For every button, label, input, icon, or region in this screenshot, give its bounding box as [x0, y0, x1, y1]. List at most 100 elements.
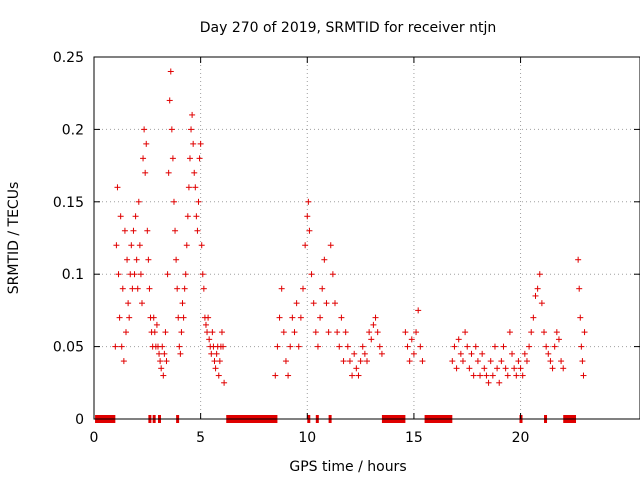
data-point: [185, 184, 192, 191]
data-point: [417, 343, 424, 350]
data-point: [173, 256, 180, 263]
data-point: [291, 329, 298, 336]
data-point: [138, 300, 145, 307]
data-point: [195, 198, 202, 205]
y-tick-label: 0.15: [53, 195, 84, 211]
data-point: [519, 372, 526, 379]
data-point: [541, 329, 548, 336]
data-point: [368, 336, 375, 343]
data-point: [372, 314, 379, 321]
y-tick-label: 0.05: [53, 340, 84, 356]
data-point: [500, 343, 507, 350]
data-point: [323, 300, 330, 307]
data-point: [209, 329, 216, 336]
data-point: [116, 314, 123, 321]
data-point: [521, 350, 528, 357]
data-point: [119, 285, 126, 292]
data-point: [200, 285, 207, 292]
data-point: [186, 155, 193, 162]
data-point: [462, 329, 469, 336]
data-point: [179, 300, 186, 307]
data-point: [312, 329, 319, 336]
data-point: [364, 358, 370, 365]
data-point: [199, 271, 206, 278]
data-point: [297, 314, 304, 321]
data-point: [545, 350, 552, 357]
data-point: [530, 314, 537, 321]
data-point: [120, 358, 127, 365]
x-tick-label: 5: [196, 430, 205, 446]
plot-frame: [93, 56, 640, 420]
data-point: [169, 155, 176, 162]
data-point: [305, 198, 312, 205]
data-point: [130, 227, 137, 234]
data-point: [325, 329, 332, 336]
data-point: [158, 365, 165, 372]
data-point: [282, 358, 289, 365]
data-point: [206, 336, 213, 343]
data-point: [453, 365, 460, 372]
data-point: [558, 358, 565, 365]
data-point: [136, 242, 143, 249]
data-point: [419, 358, 426, 365]
data-point: [528, 329, 535, 336]
y-tick-label: 0.2: [62, 122, 84, 138]
data-point: [157, 358, 164, 365]
data-point: [181, 285, 188, 292]
data-point: [415, 307, 422, 314]
data-point: [317, 314, 324, 321]
x-tick-label: 15: [405, 430, 423, 446]
data-point: [144, 227, 151, 234]
data-point: [113, 242, 120, 249]
data-point: [378, 350, 385, 357]
data-point: [193, 213, 200, 220]
data-point: [117, 213, 124, 220]
data-point: [121, 227, 128, 234]
data-point: [177, 350, 184, 357]
data-point: [466, 365, 473, 372]
data-point: [346, 358, 353, 365]
x-tick-label: 10: [298, 430, 316, 446]
data-point: [118, 343, 125, 350]
points-layer: [112, 68, 588, 386]
data-point: [276, 314, 283, 321]
data-point: [509, 350, 516, 357]
data-point: [114, 184, 121, 191]
data-point: [340, 358, 347, 365]
data-point: [156, 350, 163, 357]
data-point: [551, 343, 558, 350]
grid-layer: [94, 57, 640, 419]
data-point: [472, 343, 479, 350]
data-point: [353, 365, 360, 372]
data-point: [577, 314, 584, 321]
data-point: [498, 358, 505, 365]
data-point: [413, 329, 420, 336]
data-point: [491, 343, 498, 350]
data-point: [578, 343, 585, 350]
data-point: [170, 198, 177, 205]
data-point: [165, 169, 172, 176]
data-point: [300, 285, 307, 292]
data-point: [451, 343, 458, 350]
data-point: [366, 329, 373, 336]
data-point: [470, 372, 477, 379]
data-point: [189, 111, 196, 118]
data-point: [338, 314, 345, 321]
data-point: [449, 358, 456, 365]
tick-layer: 0 0.05 0.1 0.15 0.2 0.25 0 5 10 15 20: [53, 50, 640, 446]
data-point: [538, 300, 545, 307]
data-point: [134, 285, 141, 292]
data-point: [579, 358, 586, 365]
data-point: [483, 372, 490, 379]
data-point: [575, 256, 582, 263]
data-point: [211, 358, 218, 365]
data-point: [150, 314, 157, 321]
data-point: [198, 242, 205, 249]
data-point: [168, 126, 175, 133]
data-point: [351, 350, 358, 357]
data-point: [515, 358, 522, 365]
data-point: [314, 343, 321, 350]
data-point: [129, 285, 136, 292]
data-point: [549, 365, 556, 372]
